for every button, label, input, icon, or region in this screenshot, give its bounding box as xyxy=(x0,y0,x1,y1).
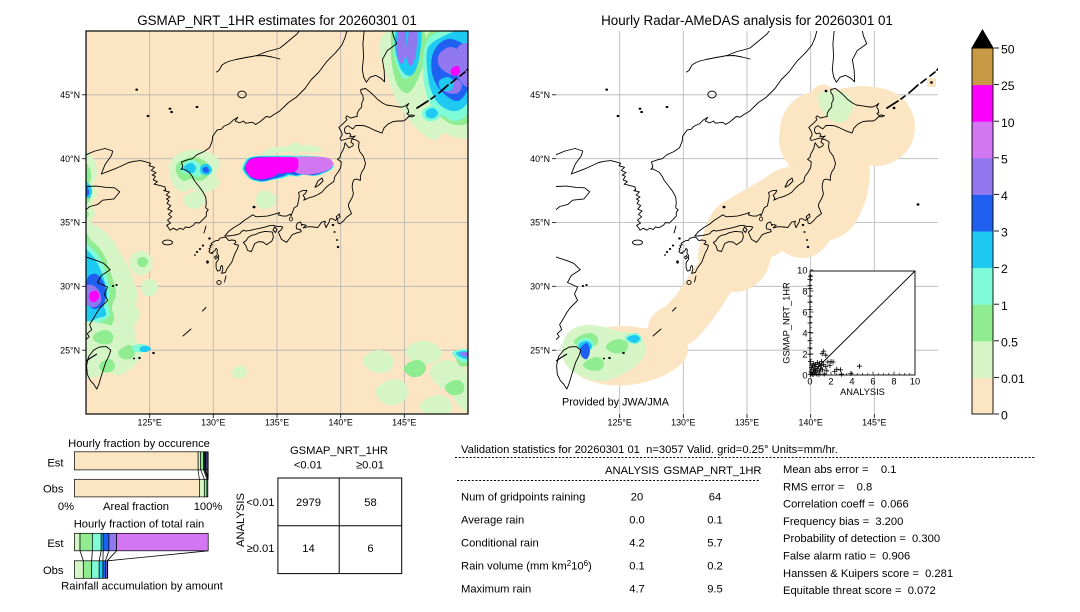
svg-text:135°E: 135°E xyxy=(735,418,759,428)
svg-text:0.1: 0.1 xyxy=(707,515,723,527)
svg-text:130°E: 130°E xyxy=(201,418,225,428)
svg-text:5: 5 xyxy=(1001,152,1008,166)
svg-text:9.5: 9.5 xyxy=(707,584,723,596)
svg-text:GSMAP_NRT_1HR estimates for 20: GSMAP_NRT_1HR estimates for 20260301 01 xyxy=(137,13,417,28)
svg-text:125°E: 125°E xyxy=(138,418,162,428)
svg-text:0.5: 0.5 xyxy=(1001,335,1018,349)
svg-text:40°N: 40°N xyxy=(530,154,550,164)
svg-text:Validation statistics for 2026: Validation statistics for 20260301 01 n=… xyxy=(461,444,838,456)
svg-text:Rainfall accumulation by amoun: Rainfall accumulation by amount xyxy=(61,581,224,593)
svg-text:Hourly fraction by occurence: Hourly fraction by occurence xyxy=(68,438,210,450)
svg-text:Hanssen & Kuipers score = 0.2: Hanssen & Kuipers score = 0.281 xyxy=(783,568,953,580)
svg-text:4.7: 4.7 xyxy=(629,584,645,596)
svg-text:130°E: 130°E xyxy=(671,418,695,428)
svg-text:1: 1 xyxy=(1001,299,1008,313)
svg-text:≥0.01: ≥0.01 xyxy=(247,543,275,555)
svg-text:<0.01: <0.01 xyxy=(294,460,322,472)
svg-text:3: 3 xyxy=(1001,226,1008,240)
svg-text:Num of gridpoints raining: Num of gridpoints raining xyxy=(461,492,585,504)
svg-text:Probability of detection = 0.: Probability of detection = 0.300 xyxy=(783,533,940,545)
svg-text:40°N: 40°N xyxy=(60,154,80,164)
svg-text:Est: Est xyxy=(47,538,64,550)
svg-text:35°N: 35°N xyxy=(60,218,80,228)
svg-text:30°N: 30°N xyxy=(530,282,550,292)
svg-text:0%: 0% xyxy=(58,501,74,513)
svg-text:10: 10 xyxy=(797,265,807,275)
svg-text:45°N: 45°N xyxy=(60,90,80,100)
svg-text:50: 50 xyxy=(1001,43,1015,57)
svg-text:135°E: 135°E xyxy=(265,418,289,428)
svg-text:140°E: 140°E xyxy=(329,418,353,428)
svg-text:≥0.01: ≥0.01 xyxy=(356,460,384,472)
svg-text:Obs: Obs xyxy=(43,483,64,495)
svg-text:Equitable threat score = 0.07: Equitable threat score = 0.072 xyxy=(783,585,936,597)
svg-text:ANALYSIS: ANALYSIS xyxy=(235,493,247,547)
svg-text:10: 10 xyxy=(1001,116,1015,130)
svg-text:Frequency bias = 3.200: Frequency bias = 3.200 xyxy=(783,516,903,528)
svg-text:145°E: 145°E xyxy=(862,418,886,428)
svg-text:2: 2 xyxy=(802,349,807,359)
svg-text:GSMAP_NRT_1HR: GSMAP_NRT_1HR xyxy=(663,465,761,477)
svg-text:145°E: 145°E xyxy=(392,418,416,428)
svg-text:Hourly fraction of total rain: Hourly fraction of total rain xyxy=(74,519,205,531)
svg-text:0.2: 0.2 xyxy=(707,561,723,573)
svg-text:RMS error = 0.8: RMS error = 0.8 xyxy=(783,481,872,493)
svg-text:Conditional rain: Conditional rain xyxy=(461,538,539,550)
svg-text:25: 25 xyxy=(1001,79,1015,93)
svg-text:Average rain: Average rain xyxy=(461,515,524,527)
svg-text:Est: Est xyxy=(47,457,64,469)
svg-text:14: 14 xyxy=(302,543,314,555)
svg-text:20: 20 xyxy=(631,492,643,504)
svg-text:2: 2 xyxy=(828,377,833,387)
svg-text:0.0: 0.0 xyxy=(629,515,645,527)
svg-text:GSMAP_NRT_1HR: GSMAP_NRT_1HR xyxy=(782,282,792,364)
svg-text:0.01: 0.01 xyxy=(1001,372,1025,386)
svg-text:Maximum rain: Maximum rain xyxy=(461,584,531,596)
svg-text:45°N: 45°N xyxy=(530,90,550,100)
svg-text:58: 58 xyxy=(364,497,376,509)
svg-text:Mean abs error = 0.1: Mean abs error = 0.1 xyxy=(783,464,897,476)
svg-text:4.2: 4.2 xyxy=(629,538,645,550)
svg-text:6: 6 xyxy=(802,307,807,317)
svg-text:4: 4 xyxy=(802,328,807,338)
svg-text:Hourly Radar-AMeDAS analysis f: Hourly Radar-AMeDAS analysis for 2026030… xyxy=(601,13,893,28)
svg-text:Areal fraction: Areal fraction xyxy=(103,501,169,513)
svg-text:2979: 2979 xyxy=(296,497,321,509)
svg-text:0: 0 xyxy=(1001,409,1008,423)
svg-text:8: 8 xyxy=(802,286,807,296)
svg-text:100%: 100% xyxy=(194,501,223,513)
svg-text:30°N: 30°N xyxy=(60,282,80,292)
svg-text:5.7: 5.7 xyxy=(707,538,723,550)
svg-text:Obs: Obs xyxy=(43,565,64,577)
svg-text:10: 10 xyxy=(910,377,920,387)
svg-text:0: 0 xyxy=(802,370,807,380)
svg-text:8: 8 xyxy=(891,377,896,387)
svg-text:25°N: 25°N xyxy=(60,345,80,355)
svg-text:ANALYSIS: ANALYSIS xyxy=(840,387,885,397)
svg-text:0: 0 xyxy=(807,377,812,387)
svg-text:Rain volume (mm km2106): Rain volume (mm km2106) xyxy=(461,559,592,573)
svg-text:GSMAP_NRT_1HR: GSMAP_NRT_1HR xyxy=(290,445,388,457)
svg-text:<0.01: <0.01 xyxy=(246,497,274,509)
svg-text:25°N: 25°N xyxy=(530,345,550,355)
svg-text:125°E: 125°E xyxy=(608,418,632,428)
svg-text:ANALYSIS: ANALYSIS xyxy=(605,465,659,477)
svg-text:4: 4 xyxy=(849,377,854,387)
svg-text:35°N: 35°N xyxy=(530,218,550,228)
svg-text:140°E: 140°E xyxy=(799,418,823,428)
svg-text:2: 2 xyxy=(1001,262,1008,276)
svg-text:Provided by JWA/JMA: Provided by JWA/JMA xyxy=(562,397,670,409)
svg-text:6: 6 xyxy=(367,543,373,555)
svg-text:4: 4 xyxy=(1001,189,1008,203)
svg-text:6: 6 xyxy=(870,377,875,387)
svg-text:False alarm ratio = 0.906: False alarm ratio = 0.906 xyxy=(783,551,910,563)
svg-text:64: 64 xyxy=(709,492,721,504)
svg-text:0.1: 0.1 xyxy=(629,561,645,573)
svg-text:Correlation coeff = 0.066: Correlation coeff = 0.066 xyxy=(783,499,909,511)
